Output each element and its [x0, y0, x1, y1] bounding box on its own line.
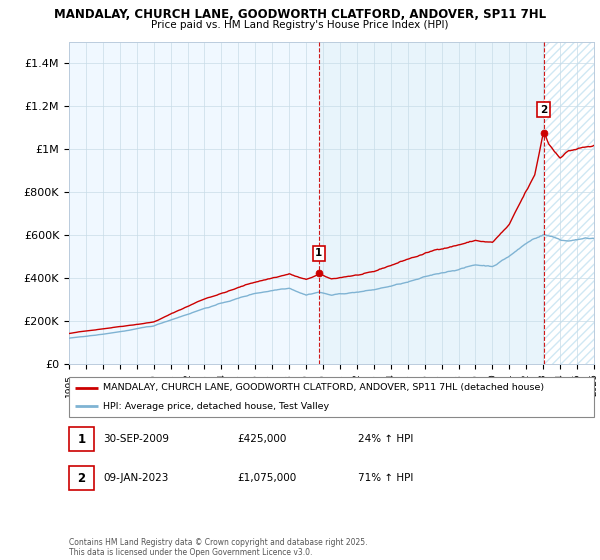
Text: 71% ↑ HPI: 71% ↑ HPI — [358, 473, 413, 483]
Text: 2: 2 — [540, 105, 547, 115]
Text: Price paid vs. HM Land Registry's House Price Index (HPI): Price paid vs. HM Land Registry's House … — [151, 20, 449, 30]
Bar — [544, 42, 594, 364]
Bar — [69, 427, 94, 451]
Text: Contains HM Land Registry data © Crown copyright and database right 2025.
This d: Contains HM Land Registry data © Crown c… — [69, 538, 367, 557]
Text: HPI: Average price, detached house, Test Valley: HPI: Average price, detached house, Test… — [103, 402, 329, 411]
Text: MANDALAY, CHURCH LANE, GOODWORTH CLATFORD, ANDOVER, SP11 7HL: MANDALAY, CHURCH LANE, GOODWORTH CLATFOR… — [54, 8, 546, 21]
Text: 09-JAN-2023: 09-JAN-2023 — [103, 473, 169, 483]
Bar — [69, 466, 94, 491]
Text: £1,075,000: £1,075,000 — [237, 473, 296, 483]
Text: 30-SEP-2009: 30-SEP-2009 — [103, 434, 169, 444]
Text: 1: 1 — [77, 432, 86, 446]
Bar — [544, 42, 594, 364]
Text: 2: 2 — [77, 472, 86, 485]
Text: £425,000: £425,000 — [237, 434, 286, 444]
Text: 24% ↑ HPI: 24% ↑ HPI — [358, 434, 413, 444]
Bar — [319, 42, 544, 364]
Text: MANDALAY, CHURCH LANE, GOODWORTH CLATFORD, ANDOVER, SP11 7HL (detached house): MANDALAY, CHURCH LANE, GOODWORTH CLATFOR… — [103, 383, 544, 392]
Text: 1: 1 — [315, 249, 322, 259]
